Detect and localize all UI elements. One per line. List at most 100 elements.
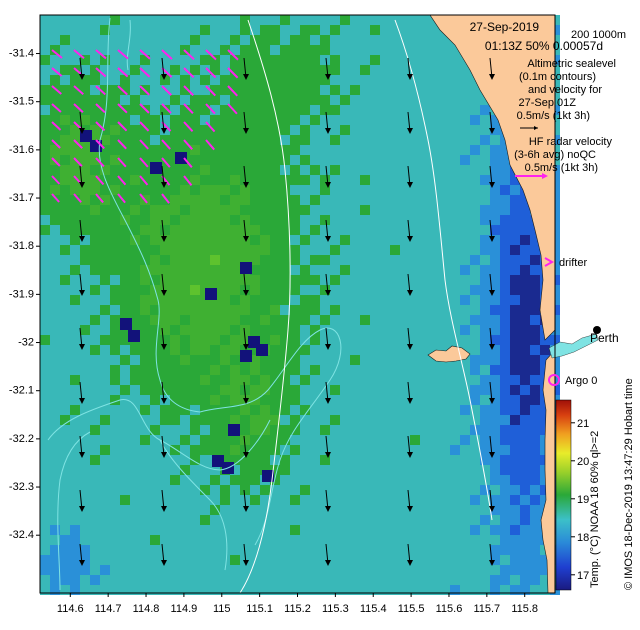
- sst-pixel: [150, 505, 160, 515]
- sst-pixel: [330, 435, 340, 445]
- sst-pixel: [300, 425, 310, 435]
- sst-pixel: [60, 415, 70, 425]
- sst-pixel: [140, 485, 150, 495]
- sst-pixel: [360, 305, 370, 315]
- sst-pixel: [330, 145, 340, 155]
- sst-pixel: [170, 65, 180, 75]
- sst-pixel: [280, 275, 290, 285]
- sst-pixel: [350, 365, 360, 375]
- sst-pixel: [120, 65, 130, 75]
- sst-pixel: [390, 25, 400, 35]
- sst-pixel: [370, 25, 380, 35]
- sst-pixel: [120, 195, 130, 205]
- sst-pixel: [370, 485, 380, 495]
- sst-pixel: [250, 125, 260, 135]
- sst-pixel: [520, 525, 530, 535]
- sst-pixel: [380, 475, 390, 485]
- sst-pixel: [510, 485, 520, 495]
- sst-pixel: [480, 175, 490, 185]
- sst-pixel: [380, 25, 390, 35]
- sst-pixel: [430, 455, 440, 465]
- sst-pixel: [260, 455, 270, 465]
- sst-pixel: [250, 265, 260, 275]
- sst-pixel: [130, 365, 140, 375]
- altimetry-arrow-head: [325, 452, 331, 458]
- sst-pixel: [60, 485, 70, 495]
- sst-pixel: [110, 465, 120, 475]
- sst-pixel: [60, 15, 70, 25]
- sst-pixel: [500, 475, 510, 485]
- sst-pixel: [480, 275, 490, 285]
- sst-pixel: [400, 445, 410, 455]
- sst-pixel: [50, 135, 60, 145]
- sst-pixel: [150, 45, 160, 55]
- sst-pixel: [190, 505, 200, 515]
- sst-pixel: [220, 345, 230, 355]
- sst-pixel: [70, 365, 80, 375]
- altimetry-arrow-head: [243, 452, 249, 458]
- sst-pixel: [180, 345, 190, 355]
- sst-pixel: [440, 485, 450, 495]
- sst-pixel: [230, 575, 240, 585]
- sst-pixel: [460, 395, 470, 405]
- sst-pixel: [160, 95, 170, 105]
- sst-pixel: [240, 295, 250, 305]
- sst-pixel: [430, 395, 440, 405]
- sst-pixel: [150, 395, 160, 405]
- sst-pixel: [200, 95, 210, 105]
- sst-pixel: [160, 115, 170, 125]
- colorbar-tick-label: 21: [577, 418, 589, 430]
- hf-legend-line-1: HF radar velocity: [529, 136, 613, 148]
- sst-pixel: [210, 585, 220, 595]
- sst-pixel: [270, 15, 280, 25]
- drifter-marker: [544, 257, 555, 267]
- sst-pixel: [190, 425, 200, 435]
- sst-pixel: [350, 345, 360, 355]
- sst-pixel: [140, 225, 150, 235]
- sst-pixel: [440, 425, 450, 435]
- sst-pixel: [230, 355, 240, 365]
- sst-pixel: [450, 445, 460, 455]
- sst-pixel: [500, 365, 510, 375]
- sst-pixel: [110, 345, 120, 355]
- sst-pixel: [40, 25, 50, 35]
- sst-pixel: [320, 215, 330, 225]
- sst-pixel: [250, 45, 260, 55]
- sst-pixel: [370, 145, 380, 155]
- sst-pixel: [50, 325, 60, 335]
- sst-pixel: [210, 505, 220, 515]
- sst-pixel: [530, 575, 540, 585]
- sst-pixel: [360, 345, 370, 355]
- sst-pixel: [220, 445, 230, 455]
- sst-pixel: [330, 545, 340, 555]
- sst-pixel: [210, 435, 220, 445]
- sst-pixel: [400, 265, 410, 275]
- sst-pixel: [350, 145, 360, 155]
- sst-pixel: [310, 345, 320, 355]
- sst-pixel: [200, 195, 210, 205]
- sst-pixel: [460, 85, 470, 95]
- sst-pixel: [370, 165, 380, 175]
- sst-pixel: [510, 435, 520, 445]
- sst-pixel: [310, 355, 320, 365]
- sst-pixel: [510, 235, 520, 245]
- sst-pixel: [100, 495, 110, 505]
- sst-pixel: [310, 85, 320, 95]
- sst-pixel: [430, 445, 440, 455]
- sst-pixel: [150, 115, 160, 125]
- sst-pixel: [190, 415, 200, 425]
- sst-pixel: [50, 45, 60, 55]
- sst-pixel: [460, 495, 470, 505]
- sst-pixel: [210, 105, 220, 115]
- sst-pixel-grid: [40, 15, 560, 595]
- sst-pixel: [140, 465, 150, 475]
- sst-pixel: [190, 15, 200, 25]
- sst-pixel: [310, 235, 320, 245]
- sst-pixel: [440, 325, 450, 335]
- sst-pixel: [60, 65, 70, 75]
- sst-pixel: [370, 565, 380, 575]
- sst-pixel: [360, 285, 370, 295]
- sst-pixel: [410, 65, 420, 75]
- sst-pixel: [380, 45, 390, 55]
- sst-pixel: [440, 475, 450, 485]
